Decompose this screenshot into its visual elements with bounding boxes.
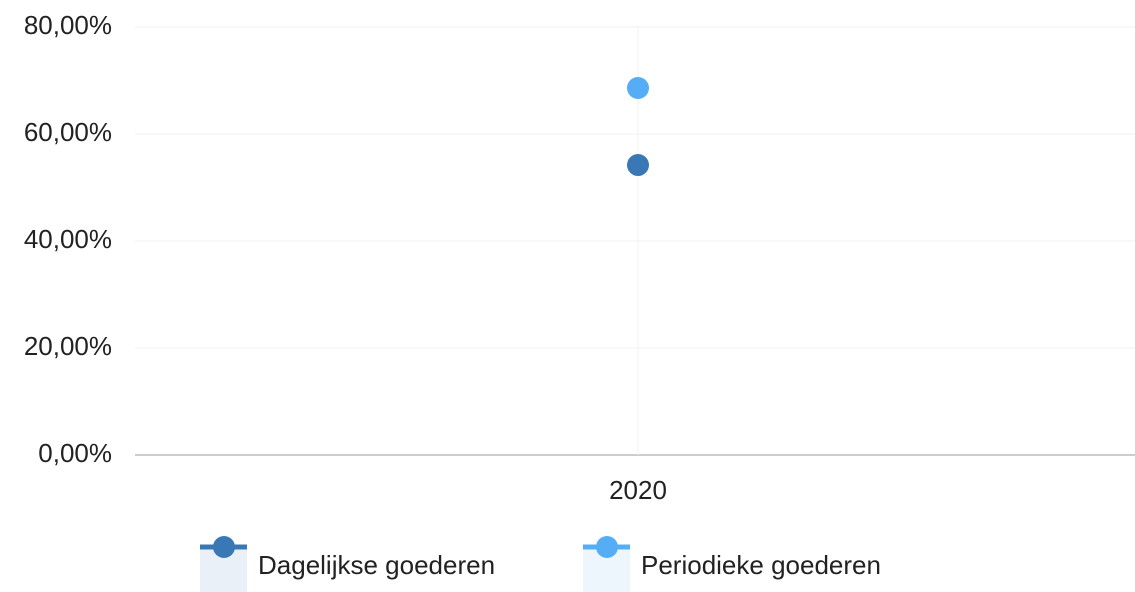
legend-marker bbox=[596, 536, 618, 558]
y-tick-label: 20,00% bbox=[24, 331, 112, 361]
y-tick-label: 0,00% bbox=[38, 438, 112, 468]
y-tick-label: 40,00% bbox=[24, 224, 112, 254]
y-tick-label: 80,00% bbox=[24, 10, 112, 40]
legend-label: Dagelijkse goederen bbox=[258, 550, 495, 580]
data-point bbox=[627, 76, 649, 99]
legend-marker bbox=[213, 536, 235, 558]
data-point bbox=[627, 154, 649, 177]
legend-label: Periodieke goederen bbox=[641, 550, 881, 580]
y-tick-label: 60,00% bbox=[24, 117, 112, 147]
x-tick-label: 2020 bbox=[609, 475, 667, 505]
